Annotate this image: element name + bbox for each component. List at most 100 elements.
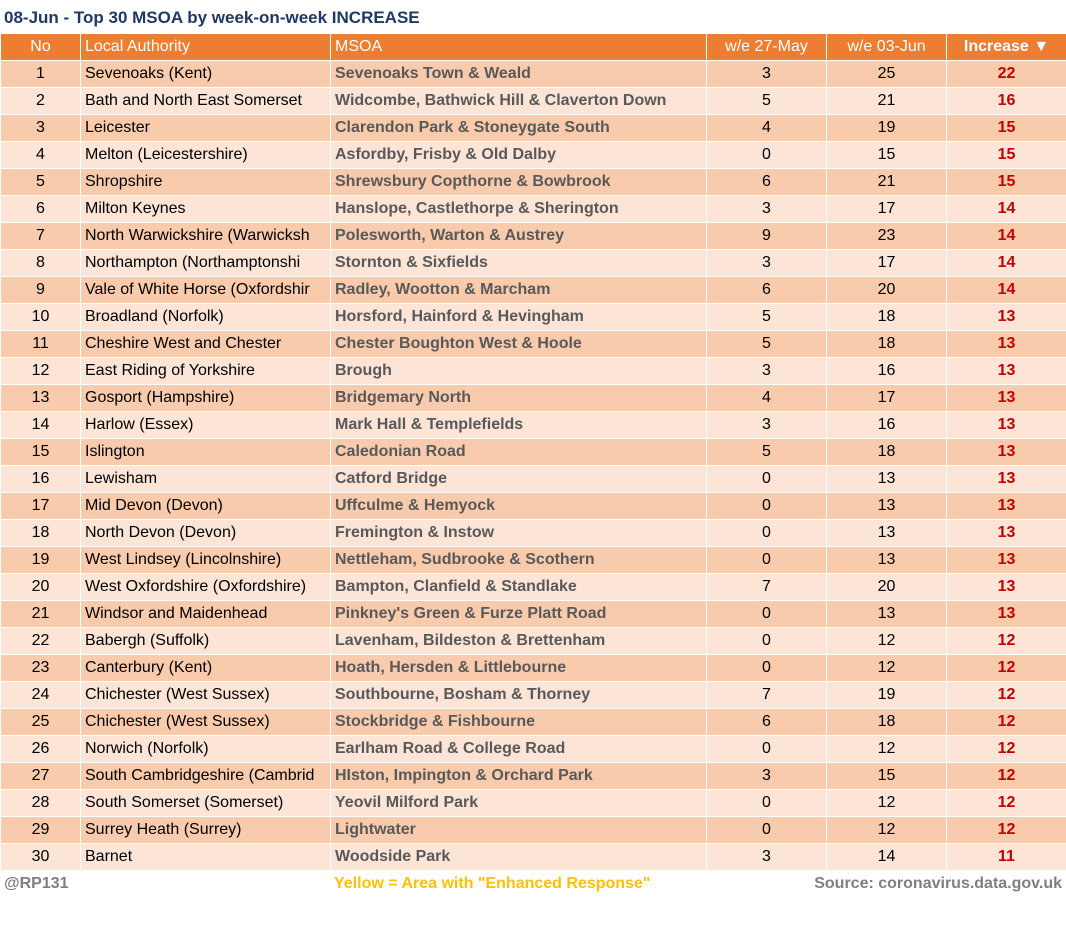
table-row: 10 Broadland (Norfolk) Horsford, Hainford … xyxy=(0,303,1066,331)
count-prev-week: 0 xyxy=(706,141,827,169)
count-week: 23 xyxy=(826,222,947,250)
count-prev-week: 0 xyxy=(706,816,827,844)
local-authority: South Cambridgeshire (Cambrid xyxy=(80,762,331,790)
local-authority: Barnet xyxy=(80,843,331,871)
table-row: 5 Shropshire Shrewsbury Copthorne & Bowbro… xyxy=(0,168,1066,196)
table-row: 15 Islington Caledonian Road 5 18 13 xyxy=(0,438,1066,466)
increase: 14 xyxy=(946,222,1066,250)
msoa: Asfordby, Frisby & Old Dalby xyxy=(330,141,707,169)
increase: 13 xyxy=(946,438,1066,466)
increase: 22 xyxy=(946,60,1066,88)
row-number: 29 xyxy=(0,816,81,844)
table-row: 1 Sevenoaks (Kent) Sevenoaks Town & Weald 3… xyxy=(0,60,1066,88)
msoa: Stornton & Sixfields xyxy=(330,249,707,277)
table-row: 26 Norwich (Norfolk) Earlham Road & Colleg… xyxy=(0,735,1066,763)
local-authority: West Oxfordshire (Oxfordshire) xyxy=(80,573,331,601)
msoa: Pinkney's Green & Furze Platt Road xyxy=(330,600,707,628)
count-week: 13 xyxy=(826,600,947,628)
count-week: 18 xyxy=(826,708,947,736)
local-authority: Milton Keynes xyxy=(80,195,331,223)
increase: 12 xyxy=(946,708,1066,736)
row-number: 30 xyxy=(0,843,81,871)
increase: 14 xyxy=(946,195,1066,223)
msoa: Uffculme & Hemyock xyxy=(330,492,707,520)
local-authority: Bath and North East Somerset xyxy=(80,87,331,115)
column-header: No xyxy=(0,33,81,61)
table-row: 18 North Devon (Devon) Fremington & Instow… xyxy=(0,519,1066,547)
msoa: Sevenoaks Town & Weald xyxy=(330,60,707,88)
table-row: 13 Gosport (Hampshire) Bridgemary North 4 17… xyxy=(0,384,1066,412)
count-week: 19 xyxy=(826,114,947,142)
count-week: 12 xyxy=(826,735,947,763)
increase: 13 xyxy=(946,330,1066,358)
count-prev-week: 5 xyxy=(706,303,827,331)
row-number: 14 xyxy=(0,411,81,439)
row-number: 24 xyxy=(0,681,81,709)
increase: 13 xyxy=(946,411,1066,439)
row-number: 10 xyxy=(0,303,81,331)
increase: 16 xyxy=(946,87,1066,115)
local-authority: Broadland (Norfolk) xyxy=(80,303,331,331)
count-prev-week: 7 xyxy=(706,681,827,709)
increase: 13 xyxy=(946,384,1066,412)
count-prev-week: 3 xyxy=(706,249,827,277)
count-week: 16 xyxy=(826,411,947,439)
increase: 12 xyxy=(946,789,1066,817)
msoa: Caledonian Road xyxy=(330,438,707,466)
increase: 13 xyxy=(946,357,1066,385)
table-row: 8 Northampton (Northamptonshi Stornton & S… xyxy=(0,249,1066,277)
msoa: Woodside Park xyxy=(330,843,707,871)
local-authority: Leicester xyxy=(80,114,331,142)
column-header: w/e 27-May xyxy=(706,33,827,61)
local-authority: Lewisham xyxy=(80,465,331,493)
count-prev-week: 5 xyxy=(706,438,827,466)
count-week: 12 xyxy=(826,654,947,682)
row-number: 21 xyxy=(0,600,81,628)
table-row: 27 South Cambridgeshire (Cambrid HIston, I… xyxy=(0,762,1066,790)
increase: 12 xyxy=(946,735,1066,763)
count-week: 13 xyxy=(826,492,947,520)
increase: 15 xyxy=(946,114,1066,142)
count-week: 15 xyxy=(826,141,947,169)
increase: 13 xyxy=(946,546,1066,574)
table-body: 1 Sevenoaks (Kent) Sevenoaks Town & Weald 3… xyxy=(0,60,1066,871)
count-prev-week: 0 xyxy=(706,465,827,493)
count-prev-week: 0 xyxy=(706,519,827,547)
count-week: 21 xyxy=(826,87,947,115)
table-row: 16 Lewisham Catford Bridge 0 13 13 xyxy=(0,465,1066,493)
count-week: 18 xyxy=(826,330,947,358)
footer-note: Yellow = Area with "Enhanced Response" xyxy=(334,875,651,892)
row-number: 13 xyxy=(0,384,81,412)
local-authority: East Riding of Yorkshire xyxy=(80,357,331,385)
msoa: Mark Hall & Templefields xyxy=(330,411,707,439)
row-number: 16 xyxy=(0,465,81,493)
increase: 12 xyxy=(946,816,1066,844)
count-prev-week: 4 xyxy=(706,384,827,412)
local-authority: North Devon (Devon) xyxy=(80,519,331,547)
msoa: Chester Boughton West & Hoole xyxy=(330,330,707,358)
count-prev-week: 7 xyxy=(706,573,827,601)
msoa: Earlham Road & College Road xyxy=(330,735,707,763)
count-prev-week: 4 xyxy=(706,114,827,142)
table-row: 30 Barnet Woodside Park 3 14 11 xyxy=(0,843,1066,871)
footer: @RP131 Yellow = Area with "Enhanced Resp… xyxy=(0,871,1066,898)
msoa: Nettleham, Sudbrooke & Scothern xyxy=(330,546,707,574)
table-row: 2 Bath and North East Somerset Widcombe, B… xyxy=(0,87,1066,115)
row-number: 12 xyxy=(0,357,81,385)
msoa: Catford Bridge xyxy=(330,465,707,493)
count-prev-week: 6 xyxy=(706,276,827,304)
row-number: 7 xyxy=(0,222,81,250)
msoa: Polesworth, Warton & Austrey xyxy=(330,222,707,250)
count-week: 18 xyxy=(826,303,947,331)
table-row: 25 Chichester (West Sussex) Stockbridge & … xyxy=(0,708,1066,736)
increase: 12 xyxy=(946,762,1066,790)
local-authority: Chichester (West Sussex) xyxy=(80,681,331,709)
table-row: 7 North Warwickshire (Warwicksh Polesworth… xyxy=(0,222,1066,250)
row-number: 22 xyxy=(0,627,81,655)
table-row: 14 Harlow (Essex) Mark Hall & Templefields… xyxy=(0,411,1066,439)
count-week: 17 xyxy=(826,195,947,223)
count-prev-week: 5 xyxy=(706,87,827,115)
count-week: 15 xyxy=(826,762,947,790)
msoa-table: No Local Authority MSOA w/e 27-May w/e 03-Ju… xyxy=(0,33,1066,871)
row-number: 5 xyxy=(0,168,81,196)
